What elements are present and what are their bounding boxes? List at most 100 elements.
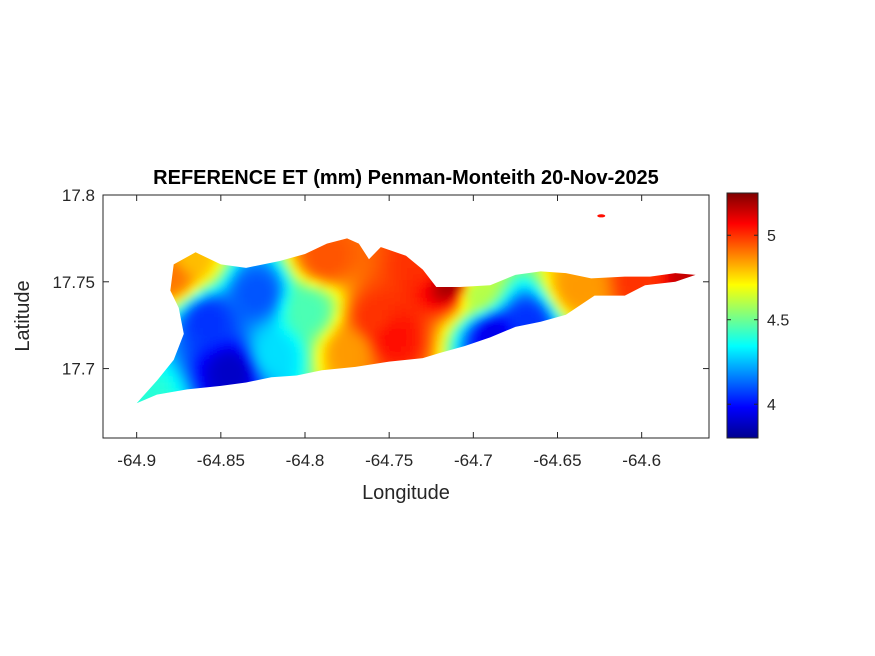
et-cell bbox=[232, 280, 240, 287]
et-cell bbox=[364, 328, 372, 335]
et-cell bbox=[340, 346, 348, 353]
et-cell bbox=[292, 298, 300, 305]
et-cell bbox=[190, 334, 198, 341]
et-cell bbox=[280, 286, 288, 293]
et-cell bbox=[418, 316, 426, 323]
et-cell bbox=[532, 310, 540, 317]
et-cell bbox=[184, 322, 192, 329]
et-cell bbox=[268, 328, 276, 335]
et-cell bbox=[244, 268, 252, 275]
et-cell bbox=[286, 352, 294, 359]
et-cell bbox=[406, 340, 414, 347]
et-cell bbox=[466, 298, 474, 305]
et-cell bbox=[202, 382, 210, 389]
et-cell bbox=[394, 268, 402, 275]
et-cell bbox=[220, 280, 228, 287]
et-cell bbox=[190, 250, 198, 257]
et-cell bbox=[472, 292, 480, 299]
et-cell bbox=[286, 280, 294, 287]
et-cell bbox=[508, 274, 516, 281]
et-cell bbox=[562, 310, 570, 317]
et-cell bbox=[376, 298, 384, 305]
et-cell bbox=[520, 310, 528, 317]
et-cell bbox=[280, 310, 288, 317]
et-cell bbox=[178, 310, 186, 317]
et-cell bbox=[196, 256, 204, 263]
et-cell bbox=[478, 310, 486, 317]
et-cell bbox=[316, 310, 324, 317]
et-cell bbox=[184, 304, 192, 311]
et-cell bbox=[544, 274, 552, 281]
et-cell bbox=[364, 346, 372, 353]
et-cell bbox=[298, 316, 306, 323]
et-cell bbox=[214, 268, 222, 275]
et-cell bbox=[484, 316, 492, 323]
et-cell bbox=[256, 298, 264, 305]
et-cell bbox=[580, 298, 588, 305]
y-tick-label: 17.8 bbox=[62, 186, 95, 205]
et-cell bbox=[292, 322, 300, 329]
et-cell bbox=[214, 316, 222, 323]
et-cell bbox=[316, 244, 324, 251]
et-cell bbox=[442, 346, 450, 353]
et-cell bbox=[454, 328, 462, 335]
et-cell bbox=[400, 256, 408, 263]
et-cell bbox=[448, 340, 456, 347]
et-cell bbox=[238, 346, 246, 353]
et-cell bbox=[286, 268, 294, 275]
et-cell bbox=[244, 298, 252, 305]
et-cell bbox=[412, 262, 420, 269]
et-cell bbox=[616, 286, 624, 293]
et-cell bbox=[418, 292, 426, 299]
et-cell bbox=[442, 298, 450, 305]
et-cell bbox=[628, 286, 636, 293]
et-cell bbox=[214, 298, 222, 305]
et-cell bbox=[292, 370, 300, 377]
et-cell bbox=[286, 286, 294, 293]
et-cell bbox=[322, 340, 330, 347]
et-cell bbox=[418, 340, 426, 347]
et-cell bbox=[274, 304, 282, 311]
et-cell bbox=[280, 340, 288, 347]
et-cell bbox=[202, 268, 210, 275]
et-cell bbox=[544, 316, 552, 323]
et-cell bbox=[466, 334, 474, 341]
et-cell bbox=[334, 346, 342, 353]
et-cell bbox=[286, 322, 294, 329]
et-cell bbox=[310, 298, 318, 305]
et-cell bbox=[352, 316, 360, 323]
et-cell bbox=[214, 322, 222, 329]
et-cell bbox=[238, 340, 246, 347]
et-cell bbox=[556, 286, 564, 293]
et-cell bbox=[334, 268, 342, 275]
et-cell bbox=[514, 286, 522, 293]
et-cell bbox=[202, 328, 210, 335]
colorbar-tick-label: 4.5 bbox=[767, 313, 789, 330]
et-cell bbox=[358, 292, 366, 299]
et-cell bbox=[220, 328, 228, 335]
et-cell bbox=[328, 316, 336, 323]
et-cell bbox=[406, 262, 414, 269]
et-cell bbox=[364, 280, 372, 287]
et-cell bbox=[424, 322, 432, 329]
et-cell bbox=[208, 370, 216, 377]
et-cell bbox=[220, 376, 228, 383]
et-cell bbox=[370, 328, 378, 335]
et-cell bbox=[394, 304, 402, 311]
et-cell bbox=[346, 310, 354, 317]
et-cell bbox=[190, 262, 198, 269]
et-cell bbox=[214, 346, 222, 353]
et-cell bbox=[196, 358, 204, 365]
et-cell bbox=[514, 322, 522, 329]
et-cell bbox=[490, 322, 498, 329]
et-cell bbox=[316, 358, 324, 365]
et-cell bbox=[376, 334, 384, 341]
et-cell bbox=[214, 262, 222, 269]
et-cell bbox=[562, 274, 570, 281]
et-cell bbox=[328, 328, 336, 335]
et-cell bbox=[340, 334, 348, 341]
et-cell bbox=[262, 268, 270, 275]
et-cell bbox=[334, 352, 342, 359]
et-cell bbox=[346, 268, 354, 275]
et-cell bbox=[604, 274, 612, 281]
